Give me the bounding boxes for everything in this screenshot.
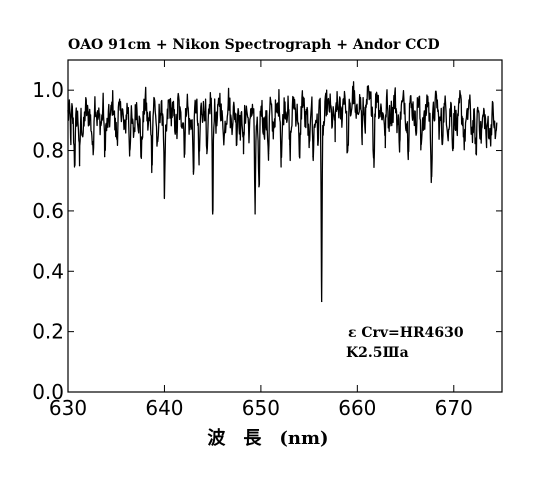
- y-tick-label: 0.6: [32, 199, 64, 223]
- x-axis: 630 640 650 660 670: [49, 60, 473, 420]
- x-tick-label: 640: [145, 396, 183, 420]
- y-tick-label: 0.0: [32, 380, 64, 404]
- y-tick-label: 0.4: [32, 259, 64, 283]
- spectrum-series-line: [67, 81, 498, 303]
- spectral-type-annotation: K2.5Ⅲa: [346, 345, 409, 361]
- y-tick-label: 0.8: [32, 139, 64, 163]
- chart-title: OAO 91cm + Nikon Spectrograph + Andor CC…: [68, 37, 440, 53]
- x-axis-label: 波 長 (nm): [207, 427, 328, 449]
- plot-border: [67, 59, 503, 393]
- y-axis: 0.0 0.2 0.4 0.6 0.8 1.0: [32, 78, 502, 404]
- y-tick-label: 1.0: [32, 78, 64, 102]
- x-tick-label: 670: [435, 396, 473, 420]
- x-tick-label: 660: [338, 396, 376, 420]
- star-name-annotation: ε Crv=HR4630: [348, 325, 464, 341]
- y-tick-label: 0.2: [32, 320, 64, 344]
- x-tick-label: 630: [49, 396, 87, 420]
- x-tick-label: 650: [242, 396, 280, 420]
